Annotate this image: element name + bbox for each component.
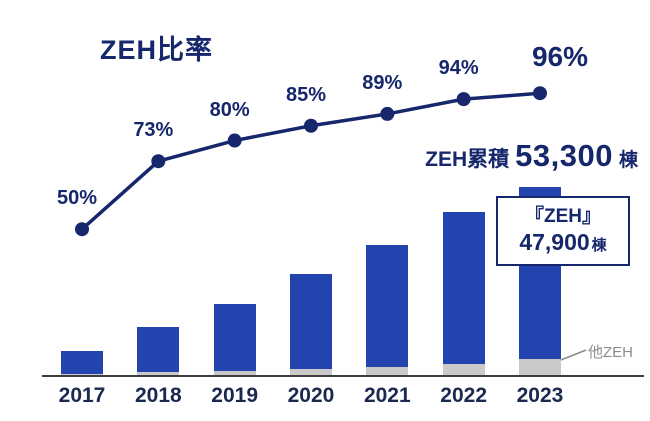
x-axis-label-2017: 2017	[58, 384, 106, 407]
other-zeh-connector-line	[560, 349, 587, 361]
callout-value: 47,900	[519, 229, 590, 256]
cumulative-prefix: ZEH累積	[425, 148, 510, 171]
cumulative-total-label: ZEH累積 53,300 棟	[425, 138, 638, 174]
line-point-2022	[456, 92, 471, 107]
x-axis-label-2023: 2023	[516, 384, 564, 407]
x-axis-label-2020: 2020	[287, 384, 335, 407]
cumulative-unit: 棟	[618, 150, 638, 171]
x-axis-label-2021: 2021	[363, 384, 411, 407]
line-label-2022: 94%	[438, 57, 479, 80]
bar-other-zeh-2018	[137, 372, 180, 377]
line-label-2018: 73%	[133, 119, 174, 142]
x-axis-line	[42, 375, 644, 377]
x-axis-label-2018: 2018	[134, 384, 182, 407]
bar-other-zeh-2022	[442, 364, 485, 377]
line-point-2017	[75, 222, 89, 237]
bar-other-zeh-2020	[289, 369, 332, 377]
bar-zeh-2020	[289, 274, 332, 369]
cumulative-value: 53,300	[515, 138, 613, 173]
bar-zeh-2021	[366, 245, 409, 367]
line-point-2019	[227, 133, 242, 148]
bar-zeh-2019	[213, 304, 256, 371]
callout-unit: 棟	[591, 237, 607, 255]
zeh-callout-box: 『ZEH』 47,900 棟	[496, 196, 630, 266]
x-axis-label-2019: 2019	[211, 384, 259, 407]
bar-other-zeh-2019	[213, 371, 256, 377]
other-zeh-label: 他ZEH	[588, 344, 634, 361]
line-point-2021	[380, 106, 395, 121]
bar-zeh-2017	[61, 351, 103, 374]
bar-other-zeh-2021	[366, 367, 409, 377]
bar-other-zeh-2023	[518, 359, 561, 377]
line-point-2023	[532, 86, 547, 101]
bar-zeh-2018	[137, 327, 180, 372]
line-point-2018	[151, 154, 166, 169]
bar-zeh-2022	[442, 212, 485, 364]
x-axis-label-2022: 2022	[440, 384, 487, 407]
line-label-2023: 96%	[531, 41, 588, 73]
line-label-2021: 89%	[362, 71, 403, 94]
chart-title: ZEH比率	[100, 35, 213, 65]
line-label-2017: 50%	[56, 187, 98, 210]
line-point-2020	[303, 118, 318, 133]
callout-value-row: 47,900 棟	[519, 229, 606, 257]
callout-title: 『ZEH』	[524, 206, 601, 228]
